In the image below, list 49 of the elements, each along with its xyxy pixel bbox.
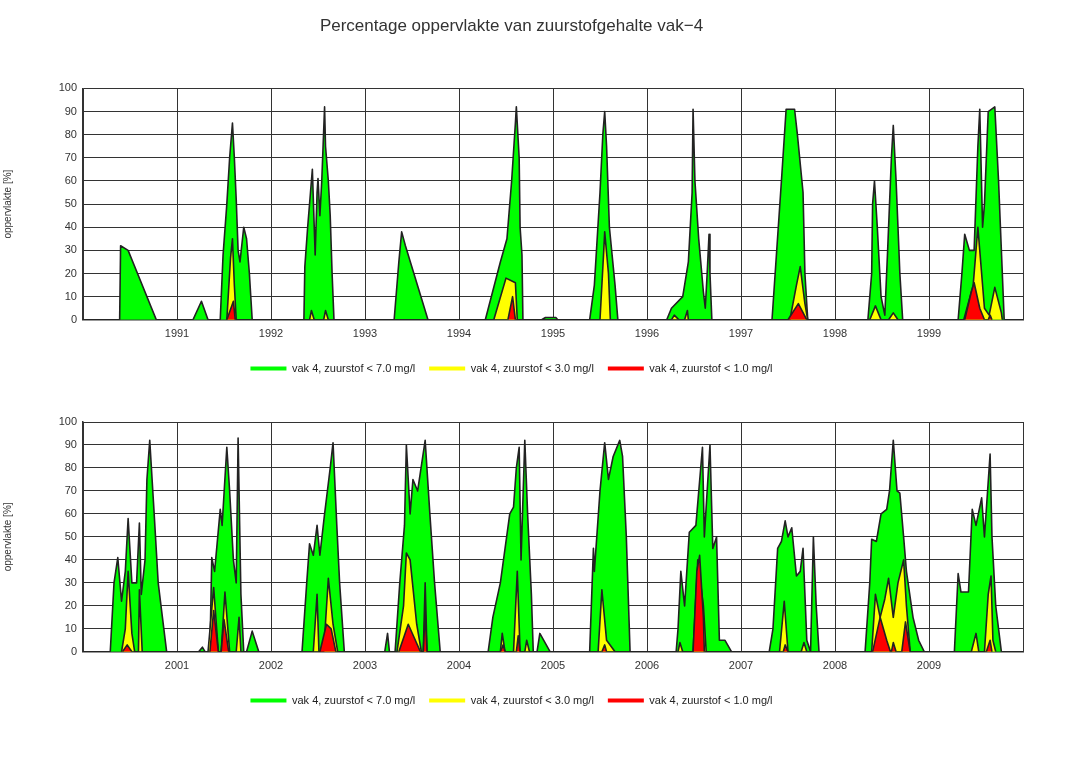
- legend-label: vak 4, zuurstof < 3.0 mg/l: [470, 693, 594, 706]
- x-tick-label: 2004: [446, 659, 472, 672]
- y-tick-label: 60: [64, 173, 77, 186]
- x-tick-label: 1999: [916, 327, 942, 340]
- y-tick-label: 30: [64, 575, 77, 588]
- x-tick-label: 2006: [634, 659, 660, 672]
- x-tick-label: 1992: [258, 327, 284, 340]
- x-tick-label: 2008: [822, 659, 848, 672]
- x-tick-label: 2007: [728, 659, 754, 672]
- x-tick-label: 1991: [164, 327, 190, 340]
- y-tick-label: 70: [64, 150, 77, 163]
- y-tick-label: 20: [64, 266, 77, 279]
- y-tick-label: 50: [64, 529, 77, 542]
- y-tick-label: 80: [64, 460, 77, 473]
- y-tick-label: 40: [64, 220, 77, 233]
- y-tick-label: 100: [58, 415, 77, 428]
- legend-label: vak 4, zuurstof < 3.0 mg/l: [470, 361, 594, 374]
- y-axis-title: oppervlakte [%]: [1, 502, 13, 572]
- y-tick-label: 10: [64, 621, 77, 634]
- chart-title: Percentage oppervlakte van zuurstofgehalte vak−4: [319, 15, 704, 35]
- y-tick-label: 0: [70, 644, 77, 657]
- x-tick-label: 2001: [164, 659, 190, 672]
- y-tick-label: 80: [64, 127, 77, 140]
- y-tick-label: 50: [64, 197, 77, 210]
- x-tick-label: 1996: [634, 327, 660, 340]
- y-tick-label: 20: [64, 598, 77, 611]
- legend-label: vak 4, zuurstof < 7.0 mg/l: [291, 693, 416, 706]
- x-tick-label: 1994: [446, 327, 472, 340]
- legend-label: vak 4, zuurstof < 7.0 mg/l: [291, 361, 416, 374]
- y-tick-label: 30: [64, 243, 77, 256]
- y-tick-label: 0: [70, 312, 77, 325]
- legend-label: vak 4, zuurstof < 1.0 mg/l: [649, 693, 773, 706]
- x-tick-label: 2009: [916, 659, 942, 672]
- x-tick-label: 2005: [540, 659, 566, 672]
- legend-label: vak 4, zuurstof < 1.0 mg/l: [649, 361, 773, 374]
- y-tick-label: 90: [64, 438, 77, 451]
- y-tick-label: 10: [64, 289, 77, 302]
- x-tick-label: 1993: [352, 327, 378, 340]
- x-tick-label: 1997: [728, 327, 754, 340]
- y-tick-label: 60: [64, 506, 77, 519]
- x-tick-label: 1995: [540, 327, 566, 340]
- y-tick-label: 40: [64, 552, 77, 565]
- y-axis-title: oppervlakte [%]: [1, 169, 13, 239]
- y-tick-label: 90: [64, 104, 77, 117]
- x-tick-label: 2002: [258, 659, 284, 672]
- x-tick-label: 1998: [822, 327, 848, 340]
- y-tick-label: 70: [64, 483, 77, 496]
- y-tick-label: 100: [58, 81, 77, 94]
- x-tick-label: 2003: [352, 659, 378, 672]
